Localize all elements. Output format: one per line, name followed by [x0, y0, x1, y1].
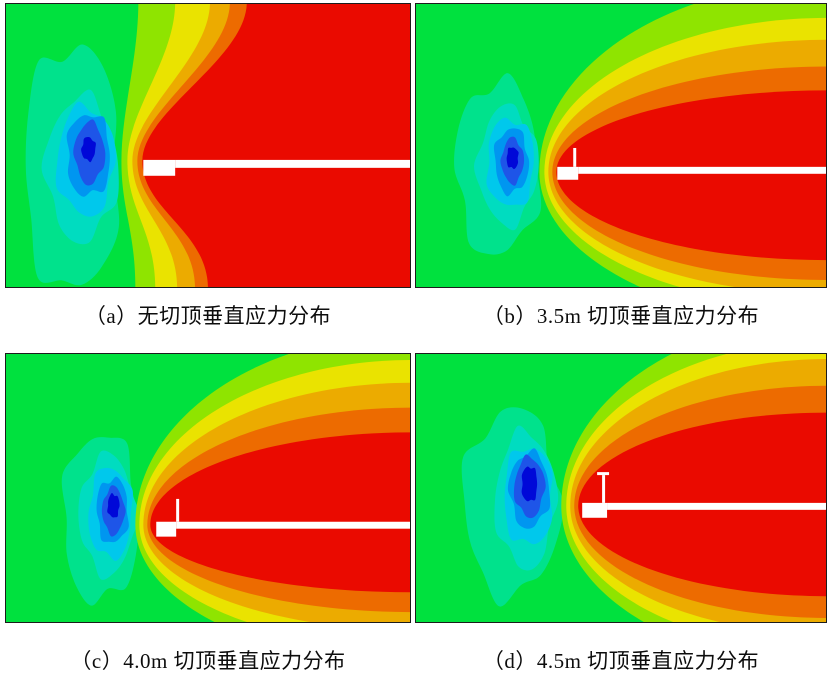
low-stress-contour-5 [506, 147, 519, 170]
mined-seam-strip [607, 502, 826, 510]
mined-seam-strip [176, 521, 410, 529]
contour-panel-b [415, 3, 827, 288]
stress-field-c [6, 354, 410, 622]
mined-seam-strip [578, 166, 826, 174]
caption-d: （d）4.5m 切顶垂直应力分布 [482, 649, 760, 673]
roadway-opening [143, 159, 176, 176]
roof-cut-slit [573, 147, 577, 167]
mined-seam-strip [175, 159, 410, 168]
high-stress-contour-4 [150, 432, 410, 593]
high-stress-contour-4 [142, 4, 410, 287]
caption-c: （c）4.0m 切顶垂直应力分布 [70, 649, 346, 673]
stress-field-b [416, 4, 826, 287]
roof-cut-slit-cap [597, 472, 610, 476]
stress-field-d [416, 354, 826, 622]
caption-b: （b）3.5m 切顶垂直应力分布 [482, 304, 760, 328]
contour-panel-c [5, 353, 411, 623]
roadway-opening [557, 166, 579, 180]
contour-panel-a [5, 3, 411, 288]
low-stress-contour-5 [107, 493, 120, 518]
high-stress-contour-4 [556, 90, 826, 261]
caption-a: （a）无切顶垂直应力分布 [84, 304, 332, 328]
low-stress-contour-5 [521, 466, 538, 502]
roof-cut-slit [602, 475, 606, 503]
roof-cut-slit [176, 498, 180, 522]
roadway-opening [582, 502, 608, 518]
low-stress-contour-5 [81, 137, 96, 163]
roadway-opening [156, 521, 177, 537]
contour-panel-d [415, 353, 827, 623]
stress-field-a [6, 4, 410, 287]
